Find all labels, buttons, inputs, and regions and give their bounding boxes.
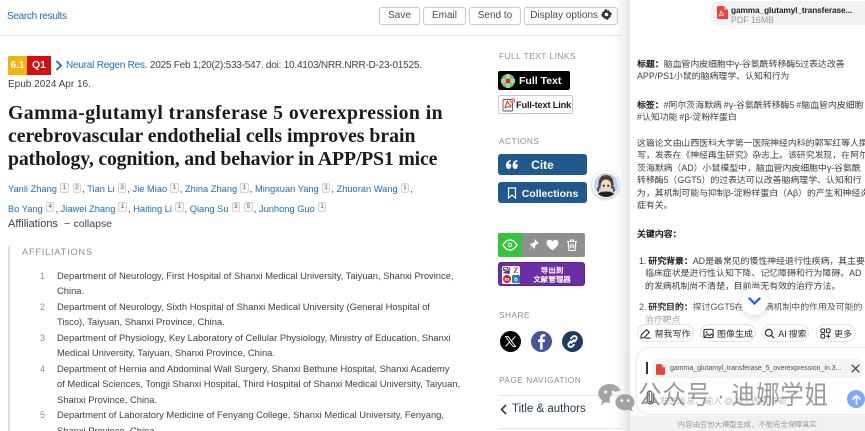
svg-text:m: m (504, 277, 509, 283)
svg-text:b: b (514, 277, 518, 283)
